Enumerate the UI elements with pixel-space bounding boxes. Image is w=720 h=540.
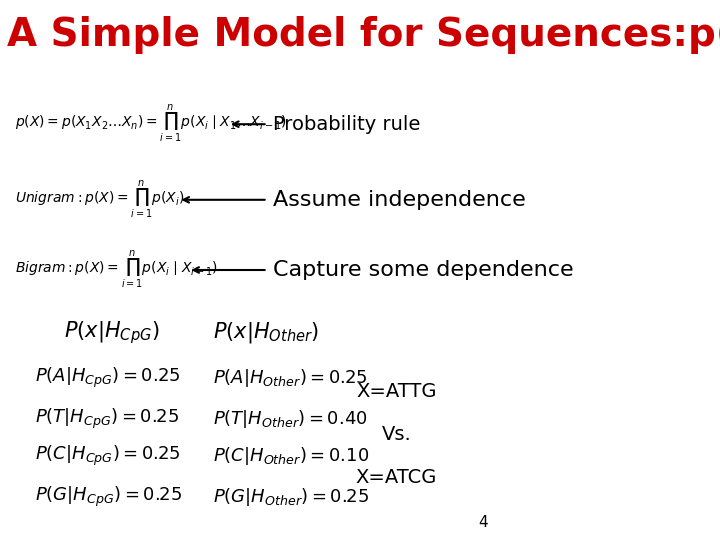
Text: Capture some dependence: Capture some dependence — [273, 260, 573, 280]
Text: $\mathit{Bigram}: p(X) = \prod_{i=1}^{n} p(X_i \mid X_{i-1})$: $\mathit{Bigram}: p(X) = \prod_{i=1}^{n}… — [15, 249, 218, 291]
Text: $P(T|H_{Other})=0.40$: $P(T|H_{Other})=0.40$ — [213, 408, 368, 429]
Text: $P(T|H_{CpG})=0.25$: $P(T|H_{CpG})=0.25$ — [35, 407, 179, 430]
Text: $P(A|H_{Other})=0.25$: $P(A|H_{Other})=0.25$ — [213, 367, 368, 389]
Text: $P(A|H_{CpG})=0.25$: $P(A|H_{CpG})=0.25$ — [35, 366, 180, 390]
Text: X=ATCG: X=ATCG — [356, 468, 437, 488]
Text: $P(x|H_{CpG})$: $P(x|H_{CpG})$ — [64, 319, 160, 346]
Text: $p(X) = p(X_1X_2{\ldots}X_n) = \prod_{i=1}^{n} p(X_i \mid X_1{\ldots}X_{i-1})$: $p(X) = p(X_1X_2{\ldots}X_n) = \prod_{i=… — [15, 103, 287, 145]
Text: $P(C|H_{CpG})=0.25$: $P(C|H_{CpG})=0.25$ — [35, 444, 181, 468]
Text: Assume independence: Assume independence — [273, 190, 526, 210]
Text: X=ATTG: X=ATTG — [356, 382, 437, 401]
Text: 4: 4 — [479, 515, 488, 530]
Text: A Simple Model for Sequences:p(X): A Simple Model for Sequences:p(X) — [7, 16, 720, 54]
Text: $\mathit{Unigram}: p(X) = \prod_{i=1}^{n} p(X_i)$: $\mathit{Unigram}: p(X) = \prod_{i=1}^{n… — [15, 179, 184, 221]
Text: $P(G|H_{Other})=0.25$: $P(G|H_{Other})=0.25$ — [213, 486, 369, 508]
Text: Vs.: Vs. — [382, 425, 411, 444]
Text: Probability rule: Probability rule — [273, 114, 420, 134]
Text: $P(x|H_{Other})$: $P(x|H_{Other})$ — [213, 320, 320, 345]
Text: $P(G|H_{CpG})=0.25$: $P(G|H_{CpG})=0.25$ — [35, 485, 181, 509]
Text: $P(C|H_{Other})=0.10$: $P(C|H_{Other})=0.10$ — [213, 446, 369, 467]
